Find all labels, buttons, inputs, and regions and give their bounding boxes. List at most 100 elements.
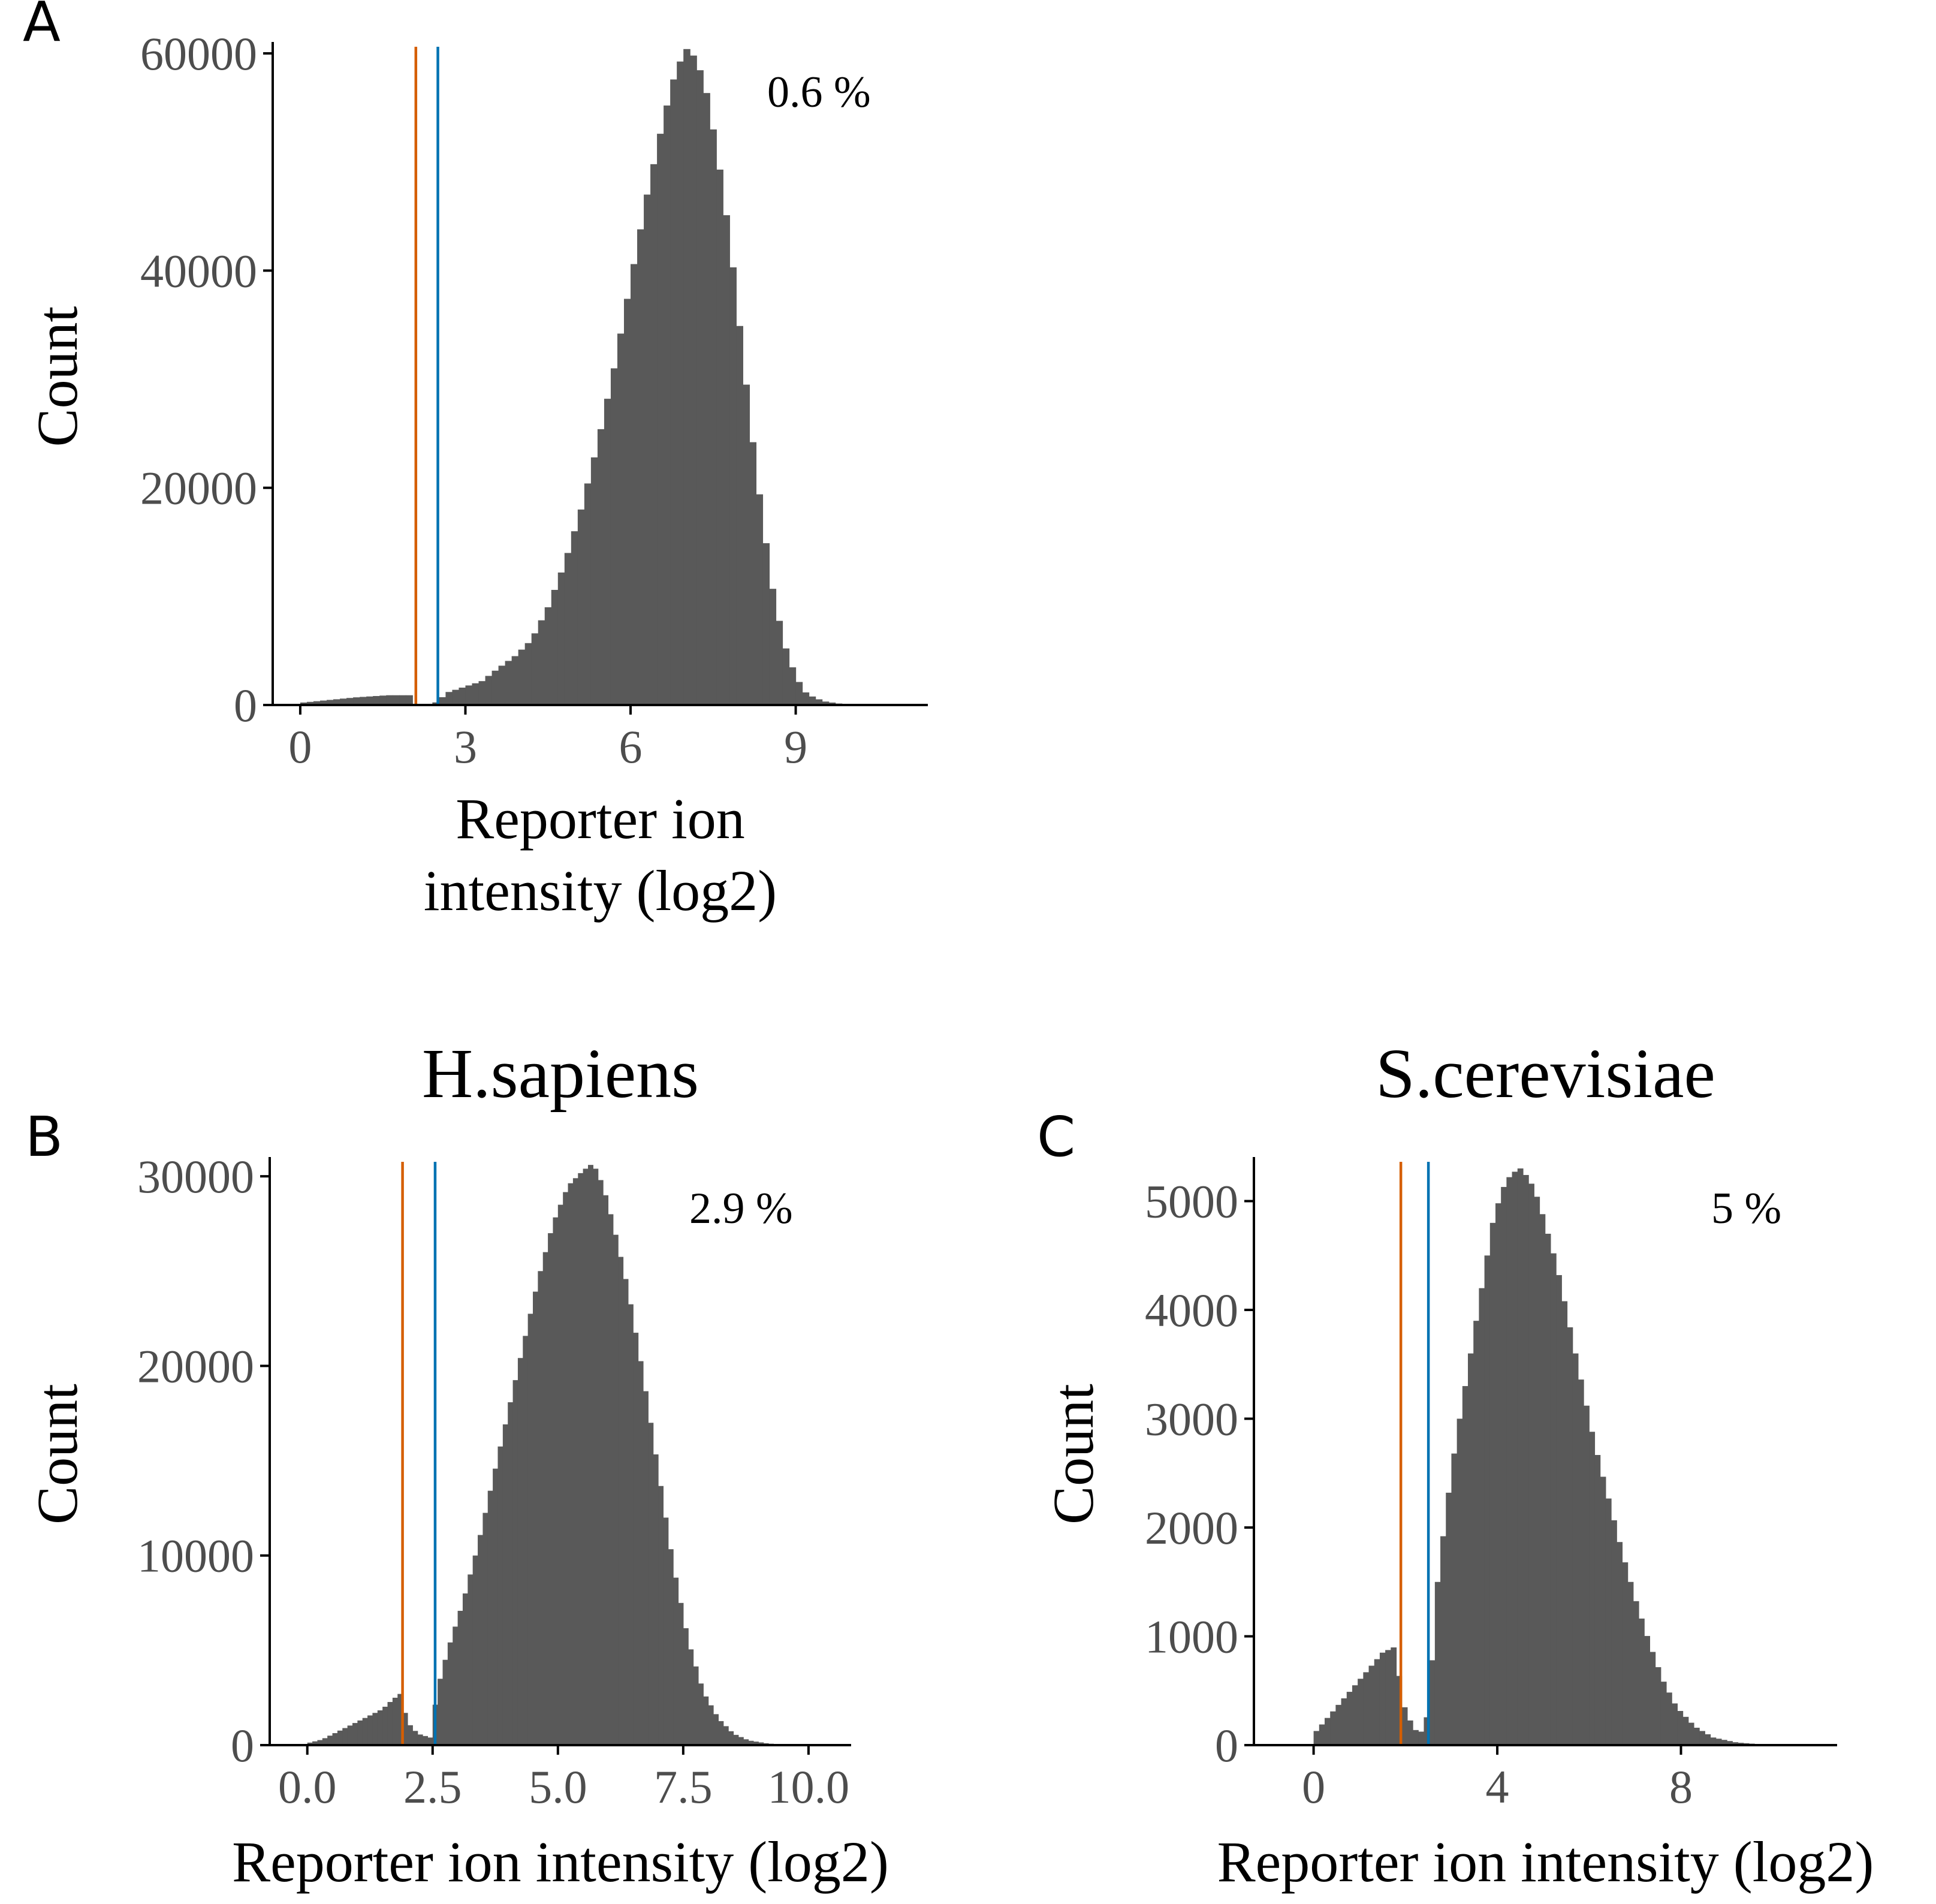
- histogram-bar: [300, 702, 307, 705]
- histogram-bar: [610, 368, 618, 705]
- histogram-bar: [1710, 1737, 1717, 1745]
- x-axis-label: Reporter ion: [456, 787, 745, 851]
- y-tick-label: 30000: [137, 1150, 254, 1203]
- histogram-bar: [1522, 1174, 1529, 1745]
- histogram-bar: [523, 1336, 529, 1745]
- panel-title: S.cerevisiae: [1376, 1034, 1715, 1113]
- percentage-annotation: 2.9 %: [689, 1184, 793, 1233]
- histogram-bar: [457, 1610, 463, 1745]
- histogram-bar: [583, 1168, 589, 1745]
- histogram-bar: [598, 1180, 604, 1745]
- histogram-bar: [728, 1731, 734, 1745]
- panel-label: C: [1037, 1105, 1075, 1169]
- histogram-bar: [423, 1736, 428, 1745]
- panel-b: 0.0 2.5 5.0 7.5 10.0 0 10000 20000 30000 Count Rep…: [25, 1034, 889, 1894]
- histogram-bar: [518, 649, 526, 705]
- histogram-bar: [1727, 1741, 1733, 1745]
- histogram-bar: [1396, 1676, 1403, 1745]
- histogram-bar: [603, 1195, 609, 1745]
- histogram-bar: [1462, 1386, 1468, 1745]
- histogram-bar: [1644, 1635, 1651, 1745]
- histogram-bar: [753, 1742, 759, 1745]
- histogram-bar: [1605, 1498, 1612, 1745]
- histogram-bar: [1699, 1731, 1705, 1745]
- histogram-bar: [346, 698, 354, 705]
- histogram-bar: [472, 683, 480, 705]
- histogram-bar: [723, 1726, 729, 1745]
- histogram-bar: [1468, 1353, 1474, 1745]
- y-tick-label: 0: [234, 679, 257, 731]
- histogram-bar: [327, 1736, 333, 1745]
- histogram-bar: [478, 1535, 483, 1745]
- histogram-bar: [1401, 1707, 1408, 1745]
- histogram-bar: [593, 1168, 599, 1745]
- panel-label: B: [25, 1105, 63, 1169]
- histogram-bar: [487, 1490, 493, 1745]
- histogram-bar: [1639, 1618, 1645, 1745]
- histogram-bar: [377, 1710, 383, 1745]
- histogram-bar: [650, 164, 658, 706]
- histogram-bar: [505, 661, 512, 705]
- y-tick-label: 10000: [137, 1530, 254, 1582]
- x-tick-label: 7.5: [654, 1761, 713, 1813]
- x-tick-label: 8: [1669, 1761, 1693, 1813]
- histogram-bar: [1705, 1734, 1711, 1745]
- y-axis-label: Count: [25, 306, 89, 447]
- histogram-bar: [497, 1446, 503, 1745]
- histogram-bar: [743, 384, 750, 705]
- histogram-bar: [447, 1642, 453, 1745]
- histogram-bar: [623, 299, 631, 706]
- histogram-bar: [653, 1454, 659, 1745]
- histogram-bar: [637, 229, 644, 705]
- histogram-bar: [1341, 1698, 1347, 1745]
- histogram-bar: [1655, 1667, 1661, 1745]
- histogram-bar: [1594, 1455, 1601, 1745]
- histogram-bar: [322, 1738, 328, 1745]
- histogram-bar: [623, 1279, 629, 1745]
- histogram-bar: [608, 1214, 614, 1745]
- histogram-bar: [743, 1739, 749, 1745]
- histogram-bar: [795, 682, 803, 705]
- histogram-bar: [683, 49, 690, 705]
- histogram-bar: [1352, 1685, 1358, 1745]
- histogram-bar: [538, 620, 545, 705]
- percentage-annotation: 0.6 %: [767, 68, 871, 117]
- histogram-bar: [1346, 1692, 1353, 1745]
- histogram-bar: [472, 1555, 478, 1745]
- histogram-bar: [644, 194, 651, 705]
- histogram-bar: [1611, 1520, 1617, 1745]
- histogram-bar: [604, 399, 611, 705]
- histogram-bar: [769, 589, 777, 705]
- histogram-bar: [393, 695, 400, 705]
- histogram-bar: [1589, 1432, 1596, 1745]
- histogram-bar: [577, 509, 585, 705]
- histogram-bar: [493, 1468, 499, 1745]
- histogram-bar: [557, 1204, 563, 1745]
- histogram-bar: [729, 267, 737, 705]
- histogram-bar: [738, 1737, 744, 1745]
- histogram-bar: [703, 1696, 709, 1745]
- histogram-bar: [417, 1734, 423, 1745]
- histogram-bar: [402, 1713, 408, 1745]
- y-axis-label: Count: [25, 1384, 89, 1525]
- histogram-bar: [658, 1486, 664, 1745]
- histogram-bar: [1446, 1492, 1452, 1745]
- histogram-bar: [736, 326, 743, 705]
- histogram-bar: [327, 700, 334, 705]
- y-tick-label: 20000: [140, 462, 257, 514]
- panel-a: 0 3 6 9 0 20000 40000 60000 Count Reporter ion int…: [23, 0, 928, 923]
- histogram-bar: [352, 1723, 358, 1745]
- histogram-bar: [439, 697, 446, 705]
- histogram-bar: [1539, 1214, 1546, 1745]
- histogram-bar: [1413, 1730, 1419, 1745]
- x-tick-label: 9: [784, 721, 807, 773]
- histogram-bar: [502, 1424, 508, 1745]
- y-tick-label: 3000: [1145, 1393, 1238, 1445]
- histogram-bar: [1672, 1703, 1678, 1745]
- histogram-bar: [313, 701, 321, 705]
- histogram-bar: [538, 1271, 544, 1745]
- histogram-bar: [678, 1602, 684, 1745]
- histogram-bar: [693, 1666, 699, 1745]
- histogram-bar: [372, 1713, 378, 1745]
- histogram-bar: [590, 457, 598, 705]
